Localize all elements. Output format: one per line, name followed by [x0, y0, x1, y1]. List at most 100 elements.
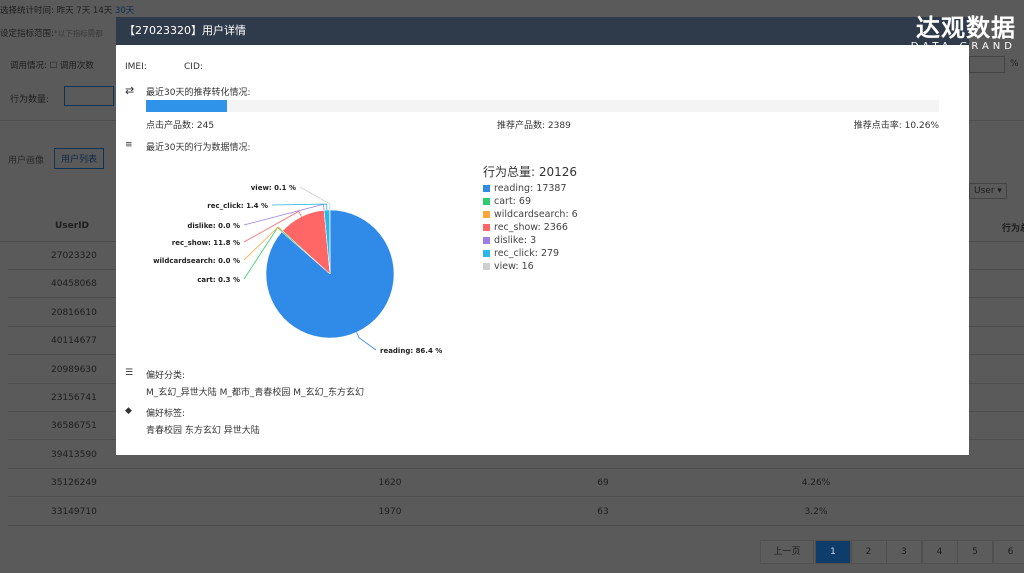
table-row[interactable]: 33149710 1970 63 3.2%: [8, 498, 1024, 526]
percent-input[interactable]: [969, 56, 1005, 73]
pie-label-line: [356, 332, 377, 351]
tab-user-list[interactable]: 用户列表: [54, 148, 105, 169]
table-cell: 3.2%: [804, 506, 828, 517]
stat-time-row: 选择统计时间: 昨天 7天 14天 30天: [0, 4, 134, 16]
page-button[interactable]: 5: [957, 540, 993, 564]
imei-label: IMEI:: [125, 62, 147, 72]
legend-item[interactable]: dislike: 3: [483, 234, 578, 247]
header-action-total: 行为总: [1002, 224, 1024, 234]
pie-label: wildcardsearch: 0.0 %: [153, 257, 240, 265]
pie-label-line: [271, 203, 328, 211]
page-button[interactable]: 1: [815, 540, 851, 564]
table-row[interactable]: 35126249 1620 69 4.26%: [8, 469, 1024, 498]
table-row[interactable]: 39413590: [8, 441, 1024, 469]
table-cell: 23156741: [51, 393, 97, 403]
table-cell: 1620: [378, 478, 402, 489]
table-cell: 4.26%: [801, 478, 831, 489]
chart-title: 行为总量: 20126: [483, 165, 578, 179]
user-select[interactable]: User ▾: [969, 183, 1007, 199]
legend-swatch: [483, 198, 490, 205]
legend-label: dislike: 3: [494, 235, 537, 246]
legend-item[interactable]: cart: 69: [483, 195, 578, 208]
database-icon: ≡: [125, 140, 133, 150]
exchange-icon: ⇄: [125, 84, 135, 97]
pref-category-title: 偏好分类:: [146, 371, 186, 381]
page-button[interactable]: 3: [886, 540, 922, 564]
sliders-icon: ☰: [125, 368, 134, 378]
pie-label: reading: 86.4 %: [380, 347, 442, 355]
time-option[interactable]: 14天: [92, 6, 113, 16]
legend-item[interactable]: rec_show: 2366: [483, 221, 578, 234]
conversion-progress-fill: [146, 100, 228, 112]
table-cell: 35126249: [51, 478, 97, 489]
legend-label: reading: 17387: [494, 183, 567, 194]
pref-tags-title: 偏好标签:: [146, 409, 186, 419]
chart-legend: reading: 17387 cart: 69 wildcardsearch: 6 r…: [483, 182, 578, 273]
action-count-input[interactable]: [64, 86, 114, 106]
table-cell: 1970: [378, 506, 402, 517]
prev-page-button[interactable]: 上一页: [760, 540, 814, 564]
pie-label: dislike: 0.0 %: [187, 222, 240, 230]
pie-label: cart: 0.3 %: [197, 276, 240, 284]
pie-label-line: [299, 186, 331, 211]
conversion-progress: [146, 100, 939, 112]
range-label: 设定指标范围:: [0, 29, 54, 39]
page-button[interactable]: 4: [921, 540, 958, 564]
table-cell: 69: [597, 478, 609, 489]
pie-label: rec_click: 1.4 %: [207, 202, 268, 210]
legend-item[interactable]: rec_click: 279: [483, 247, 578, 260]
page-button[interactable]: 2: [850, 540, 887, 564]
pref-tags-value: 青春校园 东方玄幻 异世大陆: [146, 426, 260, 436]
table-cell: 40114677: [51, 336, 97, 347]
call-checkbox-label: 调用次数: [59, 61, 94, 71]
range-hint: *以下指标需都: [53, 29, 103, 38]
logo: 达观数据 DATA GRAND: [910, 14, 1016, 52]
table-cell: 63: [597, 506, 609, 517]
pie-label-line: [243, 210, 302, 243]
pref-category-value: M_玄幻_异世大陆 M_都市_青春校园 M_玄幻_东方玄幻: [146, 388, 365, 398]
rec-count: 推荐产品数: 2389: [497, 121, 571, 131]
legend-label: rec_click: 279: [494, 248, 560, 259]
legend-label: cart: 69: [494, 196, 531, 207]
table-cell: 40458068: [51, 279, 97, 290]
table-cell: 20989630: [51, 364, 97, 375]
click-count: 点击产品数: 245: [146, 121, 215, 131]
table-cell: 20816610: [51, 307, 97, 318]
legend-swatch: [483, 263, 490, 270]
tags-icon: ◆: [125, 406, 132, 416]
page-button[interactable]: 6: [992, 540, 1024, 564]
legend-swatch: [483, 250, 490, 257]
header-userid: UserID: [55, 221, 90, 231]
action-count-label: 行为数量:: [10, 95, 50, 105]
call-checkbox[interactable]: ☐ 调用次数: [49, 61, 94, 71]
stat-time-label: 选择统计时间:: [0, 6, 54, 16]
percent-unit: %: [1010, 59, 1019, 69]
legend-swatch: [483, 224, 490, 231]
table-cell: 39413590: [51, 449, 97, 460]
legend-label: view: 16: [494, 261, 534, 272]
conversion-title: 最近30天的推荐转化情况:: [146, 88, 251, 98]
legend-label: wildcardsearch: 6: [494, 209, 578, 220]
legend-swatch: [483, 211, 490, 218]
pie-label: rec_show: 11.8 %: [172, 239, 240, 247]
legend-swatch: [483, 237, 490, 244]
legend-item[interactable]: reading: 17387: [483, 182, 578, 195]
pie-label-line: [243, 226, 283, 261]
pie-label: view: 0.1 %: [251, 184, 296, 192]
click-rate: 推荐点击率: 10.26%: [853, 121, 939, 131]
tab-user-portrait[interactable]: 用户画像: [8, 156, 45, 166]
time-option[interactable]: 30天: [114, 6, 135, 16]
behavior-title: 最近30天的行为数据情况:: [146, 143, 251, 153]
behavior-pie-chart: reading: 86.4 % cart: 0.3 % wildcardsearch…: [153, 184, 442, 355]
table-cell: 27023320: [51, 251, 97, 261]
legend-item[interactable]: wildcardsearch: 6: [483, 208, 578, 221]
time-option[interactable]: 7天: [76, 6, 91, 16]
table-cell: 33149710: [51, 506, 97, 517]
legend-label: rec_show: 2366: [494, 222, 568, 233]
pie-slice-reading[interactable]: [265, 209, 395, 339]
call-label: 调用情况:: [10, 61, 47, 71]
cid-label: CID:: [184, 62, 203, 72]
time-option[interactable]: 昨天: [56, 6, 74, 16]
modal-title: 【27023320】用户详情: [116, 17, 969, 45]
legend-item[interactable]: view: 16: [483, 260, 578, 273]
